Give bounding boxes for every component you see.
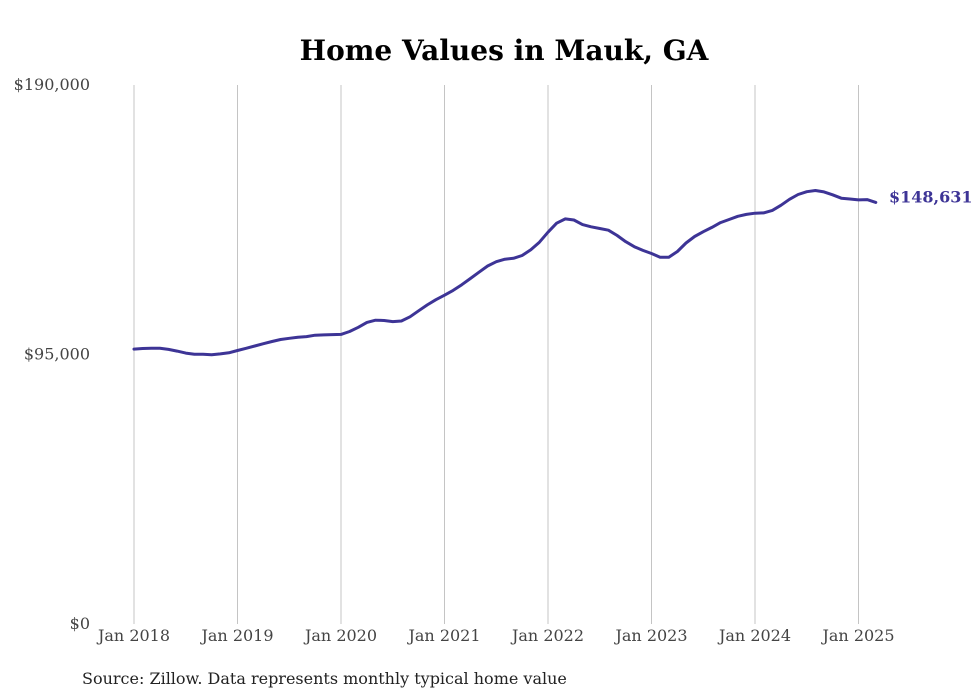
x-tick-label: Jan 2022 — [510, 626, 584, 645]
x-tick-label: Jan 2024 — [717, 626, 791, 645]
chart-title: Home Values in Mauk, GA — [300, 34, 710, 67]
y-tick-label: $190,000 — [14, 75, 90, 94]
source-note: Source: Zillow. Data represents monthly … — [82, 669, 567, 688]
x-tick-label: Jan 2023 — [613, 626, 687, 645]
x-tick-label: Jan 2018 — [96, 626, 170, 645]
series-line-0 — [132, 189, 878, 357]
x-tick-label: Jan 2021 — [406, 626, 480, 645]
series-group — [132, 189, 878, 357]
end-value-label: $148,631 — [889, 187, 973, 206]
x-tick-label: Jan 2020 — [303, 626, 377, 645]
y-tick-label: $95,000 — [24, 345, 90, 364]
y-tick-label: $0 — [70, 614, 90, 633]
gridlines — [133, 85, 859, 624]
x-tick-label: Jan 2019 — [199, 626, 273, 645]
y-axis: $0 $95,000 $190,000 — [14, 75, 90, 633]
x-axis: Jan 2018 Jan 2019 Jan 2020 Jan 2021 Jan 2022… — [96, 626, 895, 645]
x-tick-label: Jan 2025 — [820, 626, 894, 645]
